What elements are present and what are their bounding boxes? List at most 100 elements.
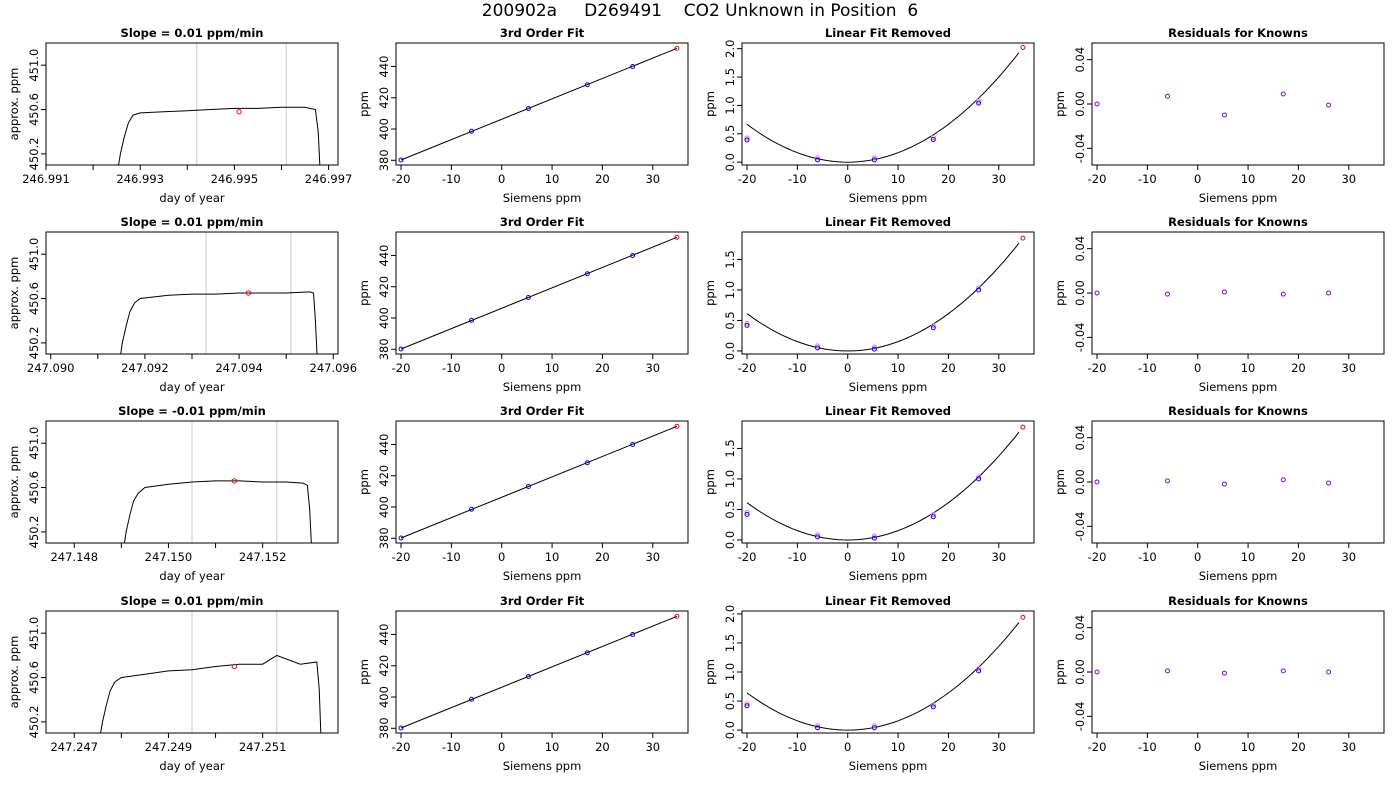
x-axis-label: day of year: [159, 569, 224, 583]
x-tick-label: 20: [941, 550, 956, 564]
y-axis-label: ppm: [703, 280, 717, 306]
plot-area: [744, 424, 1026, 541]
y-tick-label: 420: [377, 276, 391, 298]
y-tick-label: 0.0: [723, 531, 737, 549]
x-tick-label: 30: [645, 550, 660, 564]
fit-point: [871, 533, 877, 539]
x-tick-label: 30: [645, 740, 660, 754]
fit-point: [871, 344, 877, 350]
y-tick-label: 1.5: [723, 68, 737, 86]
fit-point: [815, 532, 821, 538]
plot-frame: [1091, 42, 1385, 166]
residual-point: [1094, 479, 1100, 485]
x-tick-label: 20: [595, 361, 610, 375]
x-tick-label: 10: [545, 361, 560, 375]
x-tick-label: -10: [1138, 172, 1157, 186]
panel-r1-c0: Slope = 0.01 ppm/min 247.090 247.092 247.09…: [7, 215, 357, 394]
fit-point: [976, 98, 982, 104]
y-axis-label: approx. ppm: [7, 257, 21, 330]
x-tick-label: 10: [891, 172, 906, 186]
x-tick-label: 30: [1341, 550, 1356, 564]
x-tick-label: 10: [545, 550, 560, 564]
fit-point: [744, 509, 750, 515]
panel-r3-c1: 3rd Order Fit -20 -10 0 10 20 30 380 400 420 440 Si…: [357, 594, 689, 773]
plot-area: [744, 614, 1026, 731]
x-tick-label: -20: [392, 361, 411, 375]
known-point: [398, 535, 404, 541]
y-tick-label: 380: [377, 717, 391, 739]
x-axis-label: day of year: [159, 191, 224, 205]
y-tick-label: 0.0: [723, 153, 737, 171]
known-point: [930, 136, 936, 142]
y-tick-label: 451.0: [27, 427, 41, 460]
panel-title: Slope = 0.01 ppm/min: [121, 594, 264, 608]
y-tick-label: 2.0: [723, 40, 737, 58]
x-axis-label: Siemens ppm: [849, 759, 928, 773]
panel-r2-c3: Residuals for Knowns -20 -10 0 10 20 30 -0.04 0.…: [1053, 404, 1385, 583]
x-tick-label: 20: [941, 172, 956, 186]
residual-point: [1094, 290, 1100, 296]
x-tick-label: -10: [1138, 550, 1157, 564]
y-axis-label: approx. ppm: [7, 636, 21, 709]
residual-point: [1326, 669, 1332, 675]
plot-area: [1094, 289, 1332, 297]
known-point: [584, 460, 590, 466]
known-point: [469, 506, 475, 512]
y-axis-label: ppm: [1053, 280, 1067, 306]
mean-point: [245, 290, 252, 296]
y-tick-label: 0.00: [1073, 280, 1087, 306]
y-axis-label: ppm: [703, 469, 717, 495]
panel-title: Linear Fit Removed: [825, 594, 951, 608]
y-tick-label: 0.0: [723, 721, 737, 739]
plot-frame: [45, 42, 339, 166]
plot-area: [744, 45, 1026, 163]
panel-r1-c2: Linear Fit Removed -20 -10 0 10 20 30 0.0 0.5 1.0…: [703, 215, 1035, 394]
y-tick-label: 451.0: [27, 617, 41, 650]
residual-point: [1094, 669, 1100, 675]
panel-r3-c0: Slope = 0.01 ppm/min 247.247 247.249 247.25…: [7, 594, 339, 773]
y-tick-label: 1.0: [723, 96, 737, 114]
unknown-point: [1020, 614, 1026, 620]
x-tick-label: 247.249: [145, 740, 193, 754]
fit-curve: [400, 47, 678, 161]
x-tick-label: 20: [941, 740, 956, 754]
unknown-point: [1020, 45, 1026, 51]
plot-area: [1094, 668, 1332, 676]
y-axis-label: ppm: [1053, 469, 1067, 495]
fit-point: [744, 320, 750, 326]
known-point: [815, 534, 821, 540]
mean-point: [231, 663, 238, 670]
y-tick-label: 440: [377, 244, 391, 266]
panel-title: 3rd Order Fit: [500, 26, 585, 40]
fit-point: [930, 512, 936, 518]
known-point: [744, 137, 750, 143]
known-point: [584, 82, 590, 88]
x-axis-label: day of year: [159, 380, 224, 394]
x-axis-label: Siemens ppm: [1199, 569, 1278, 583]
page-title: 200902a D269491 CO2 Unknown in Position …: [481, 1, 919, 21]
y-axis-label: ppm: [357, 659, 371, 685]
known-point: [584, 650, 590, 656]
x-tick-label: 30: [991, 550, 1006, 564]
y-tick-label: 0.5: [723, 125, 737, 143]
y-tick-label: 0.04: [1073, 236, 1087, 262]
x-tick-label: 20: [595, 172, 610, 186]
y-tick-label: 2.0: [723, 605, 737, 623]
known-point: [871, 346, 877, 352]
residual-point: [1326, 102, 1332, 108]
x-tick-label: 10: [891, 740, 906, 754]
unknown-point: [1020, 235, 1026, 241]
plot-frame: [395, 42, 689, 166]
x-tick-label: -20: [738, 550, 757, 564]
y-axis-label: approx. ppm: [7, 68, 21, 141]
residual-point: [1221, 112, 1227, 118]
plot-frame: [741, 231, 1035, 355]
x-tick-label: -10: [788, 740, 807, 754]
y-tick-label: 440: [377, 433, 391, 455]
plot-area: [100, 654, 322, 733]
panel-r2-c2: Linear Fit Removed -20 -10 0 10 20 30 0.0 0.5 1.0…: [703, 404, 1035, 583]
unknown-point: [674, 423, 680, 429]
y-tick-label: 0.0: [723, 342, 737, 360]
known-point: [976, 100, 982, 106]
residual-point: [1326, 290, 1332, 296]
